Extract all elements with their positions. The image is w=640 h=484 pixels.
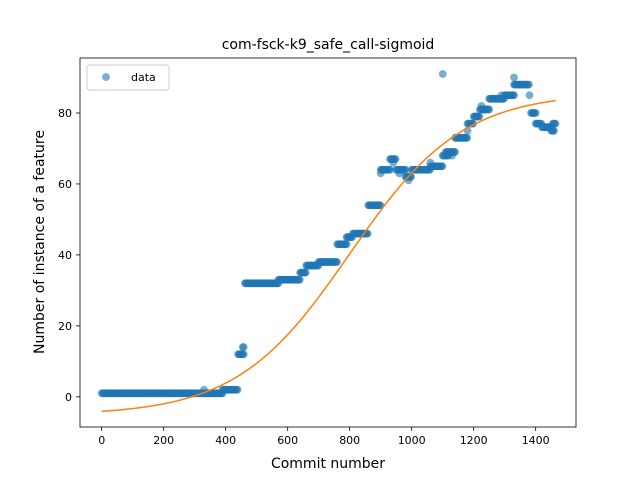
legend: data (86, 64, 170, 91)
data-point (295, 275, 304, 284)
sigmoid-fit-line (101, 99, 556, 413)
data-point (376, 169, 385, 178)
data-series-points (97, 70, 560, 398)
data-point (438, 70, 447, 78)
data-point (531, 109, 540, 117)
data-point (525, 91, 534, 100)
data-point (475, 112, 484, 121)
data-point (386, 165, 394, 174)
x-tick-label: 200 (153, 434, 174, 447)
x-tick-label: 600 (277, 434, 298, 447)
data-point (342, 240, 351, 249)
plot-area: 0 200 400 600 800 1000 1200 1400 0 20 40 60 80 (58, 57, 577, 447)
y-tick-label: 40 (58, 249, 72, 262)
data-point (301, 268, 310, 277)
x-tick-label: 1400 (522, 434, 550, 447)
data-point (497, 91, 506, 100)
data-point (438, 162, 447, 171)
chart-title: com-fsck-k9_safe_call-sigmoid (222, 37, 435, 53)
x-axis-label: Commit number (271, 456, 385, 472)
data-point (477, 101, 486, 110)
legend-marker-data (102, 73, 110, 81)
data-point (510, 91, 518, 100)
x-tick-label: 800 (339, 434, 360, 447)
data-point (395, 169, 404, 178)
data-point (389, 158, 397, 167)
data-point (463, 133, 472, 142)
data-point (239, 343, 248, 352)
y-tick-label: 0 (65, 391, 72, 404)
x-tick-label: 1200 (460, 434, 488, 447)
data-point (239, 350, 248, 359)
y-tick-label: 20 (58, 320, 72, 333)
data-point (233, 385, 242, 394)
x-tick-label: 0 (98, 434, 105, 447)
data-point (524, 80, 533, 89)
x-tick-label: 1000 (398, 434, 426, 447)
data-point (551, 119, 560, 128)
x-tick-label: 400 (215, 434, 236, 447)
data-point (485, 105, 494, 114)
y-tick-label: 60 (58, 178, 72, 191)
plot-background (80, 58, 576, 427)
legend-label-data: data (131, 71, 156, 84)
data-point (448, 151, 456, 160)
data-point (426, 158, 435, 167)
data-point (550, 126, 558, 135)
data-point (401, 165, 410, 174)
y-axis-label: Number of instance of a feature (32, 130, 48, 354)
data-point (333, 258, 341, 266)
legend-box (86, 64, 170, 91)
y-tick-label: 80 (58, 107, 72, 120)
plot-frame (79, 57, 577, 428)
data-point (510, 73, 518, 82)
